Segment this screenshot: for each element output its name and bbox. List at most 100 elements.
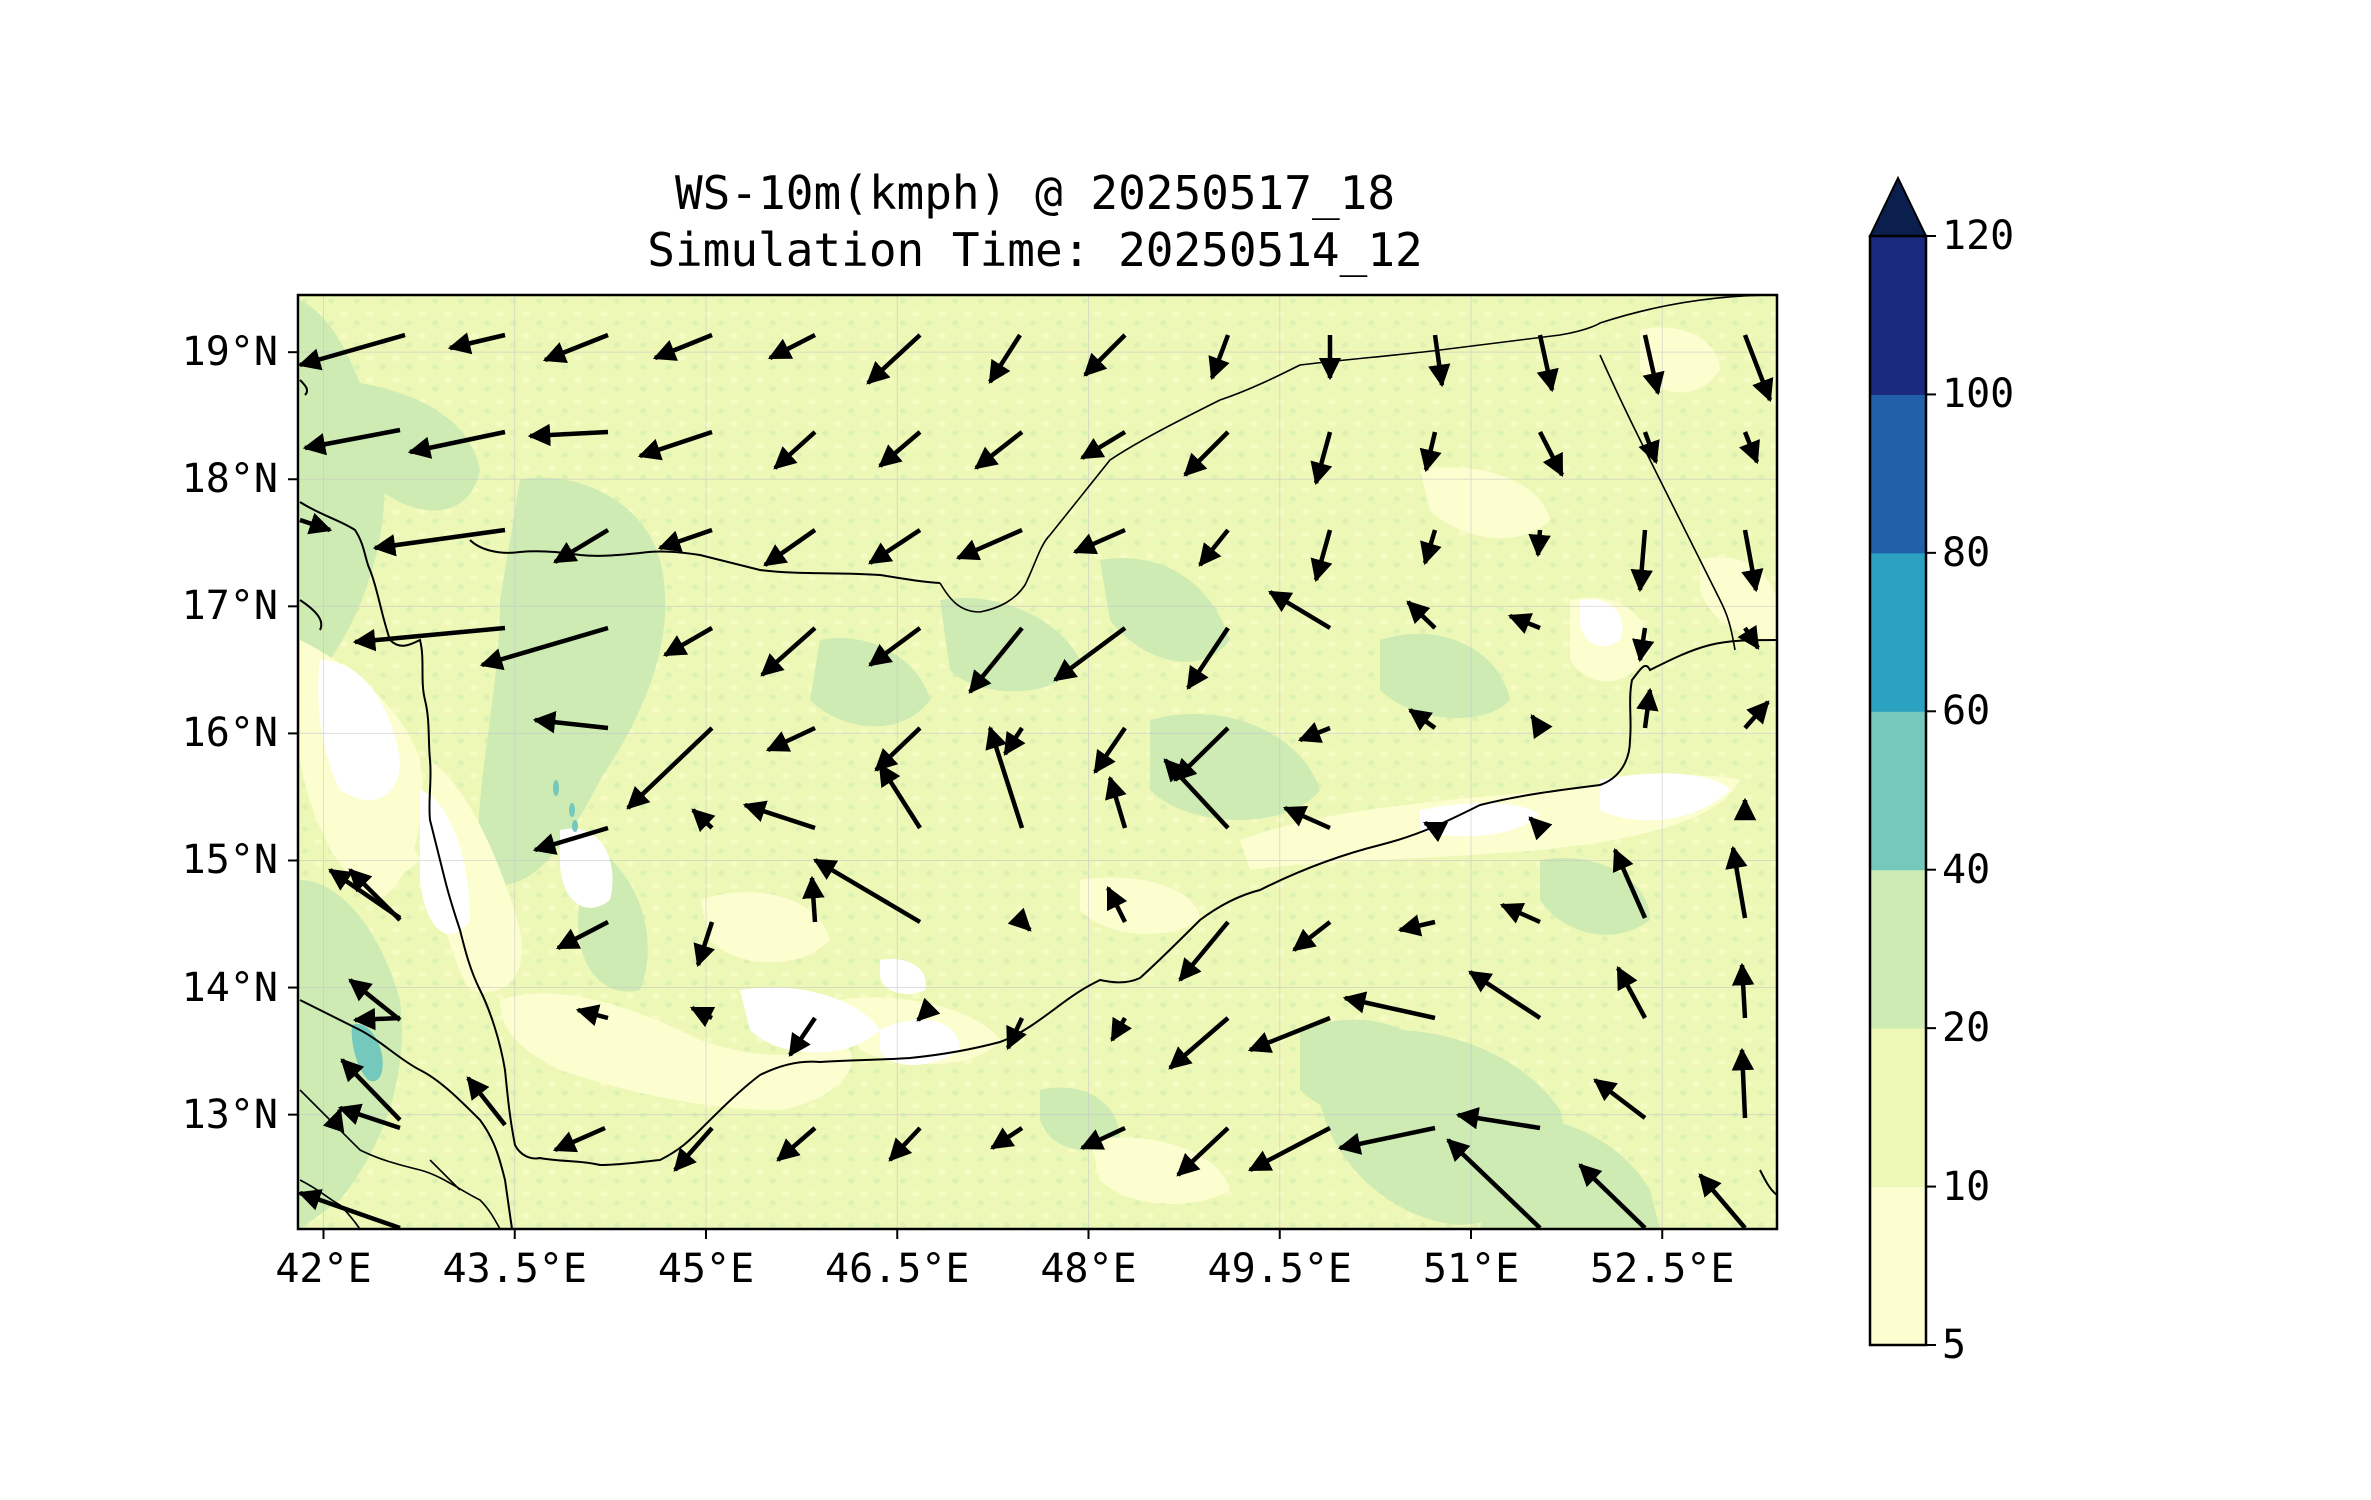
y-tick-label: 16°N (181, 710, 278, 757)
wind-vector (1168, 1016, 1230, 1070)
wind-vector (1406, 600, 1437, 630)
wind-vector (776, 1126, 817, 1162)
wind-vector (637, 429, 713, 461)
gridlines (298, 295, 1777, 1229)
wind-vector (1247, 1015, 1331, 1053)
wind-speed-field (298, 295, 1777, 1229)
wind-vector (985, 725, 1025, 829)
wind-vector (1268, 590, 1332, 630)
wind-vector (1636, 687, 1659, 729)
colorbar-tick-label: 80 (1942, 529, 1991, 576)
wind-vector (1342, 991, 1436, 1021)
wind-vector (1053, 626, 1127, 682)
wind-vector (556, 920, 610, 950)
axis-ticks (288, 351, 1664, 1239)
wind-vector (1282, 805, 1331, 831)
wind-vector (348, 978, 402, 1022)
wind-vector (1419, 431, 1442, 473)
wind-vector (407, 429, 506, 459)
colorbar-tick-label: 100 (1942, 371, 2015, 418)
x-tick-label: 48°E (1040, 1246, 1137, 1292)
colorbar-segment (1870, 394, 1926, 554)
y-tick-label: 13°N (181, 1091, 278, 1138)
wind-vector (372, 527, 506, 557)
wind-vector (763, 528, 817, 567)
wind-vector (1183, 430, 1230, 477)
colorbar-segment (1870, 711, 1926, 871)
country-borders (299, 295, 1777, 1229)
colorbar-tick-label: 120 (1942, 213, 2015, 259)
wind-vector (1420, 529, 1442, 566)
wind-vector (1743, 700, 1770, 730)
wind-vector (532, 711, 609, 734)
wind-vector (532, 825, 609, 855)
wind-vector (1083, 333, 1127, 377)
wind-vector (1198, 528, 1230, 567)
wind-vector (322, 1107, 345, 1133)
wind-vector (1248, 1126, 1332, 1172)
colorbar-segment (1870, 869, 1926, 1029)
wind-vector (691, 808, 716, 833)
x-tick-label: 52.5°E (1590, 1246, 1735, 1292)
wind-vector (663, 626, 714, 657)
colorbar-tick-label: 20 (1942, 1005, 1991, 1052)
y-tick-label: 14°N (181, 964, 278, 1011)
colorbar-tick-label: 60 (1942, 688, 1991, 735)
wind-vector (479, 625, 609, 671)
wind-vector (673, 1126, 714, 1172)
colorbar-tick-label: 10 (1942, 1163, 1991, 1210)
wind-vector (689, 1005, 716, 1028)
wind-vector (1737, 624, 1760, 650)
wind-vector (788, 1016, 817, 1057)
wind-vector (760, 626, 817, 677)
colorbar-segment (1870, 1028, 1926, 1188)
wind-vector (1578, 1163, 1647, 1229)
wind-vector (652, 332, 713, 361)
wind-vector (767, 332, 817, 361)
wind-vector (1397, 914, 1436, 937)
wind-vector (1455, 1107, 1541, 1131)
colorbar-segment (1870, 236, 1926, 395)
wind-vector (1110, 1016, 1132, 1042)
wind-vector (868, 528, 922, 565)
wind-vector (1003, 726, 1026, 756)
wind-vector (1408, 708, 1437, 731)
wind-vector (298, 1189, 401, 1229)
wind-vector (1186, 626, 1230, 690)
wind-vector (352, 1007, 401, 1031)
wind-vector (626, 726, 714, 810)
wind-vector (1292, 920, 1332, 952)
wind-vector (1080, 430, 1127, 460)
wind-vector (1468, 970, 1542, 1020)
wind-vector (1739, 431, 1760, 465)
x-tick-label: 46.5°E (825, 1246, 970, 1292)
wind-vector (802, 875, 825, 923)
colorbar-tick-label: 5 (1942, 1322, 1967, 1368)
wind-vector (813, 858, 922, 924)
wind-vector (302, 427, 401, 456)
wind-vector (1499, 902, 1541, 925)
map-frame (296, 293, 1779, 1231)
colorbar-segment (1870, 1186, 1926, 1346)
wind-vector (1698, 1173, 1747, 1229)
wind-vector (553, 528, 610, 564)
wind-vector (1530, 714, 1553, 740)
wind-vector (348, 868, 402, 922)
wind-vector (878, 763, 922, 830)
wind-vector (1616, 966, 1647, 1020)
x-tick-label: 42°E (275, 1246, 372, 1292)
wind-vector (657, 527, 713, 553)
wind-vector (352, 625, 506, 652)
wind-vector (916, 997, 941, 1022)
x-tick-label: 49.5°E (1207, 1246, 1353, 1292)
wind-vector (765, 725, 816, 753)
wind-vector (742, 800, 816, 831)
wind-vector (1105, 775, 1128, 829)
wind-vector (693, 921, 715, 968)
x-tick-label: 45°E (657, 1246, 755, 1292)
wind-vector (1536, 334, 1559, 393)
wind-vector (1741, 529, 1764, 593)
wind-vector (1422, 820, 1449, 843)
